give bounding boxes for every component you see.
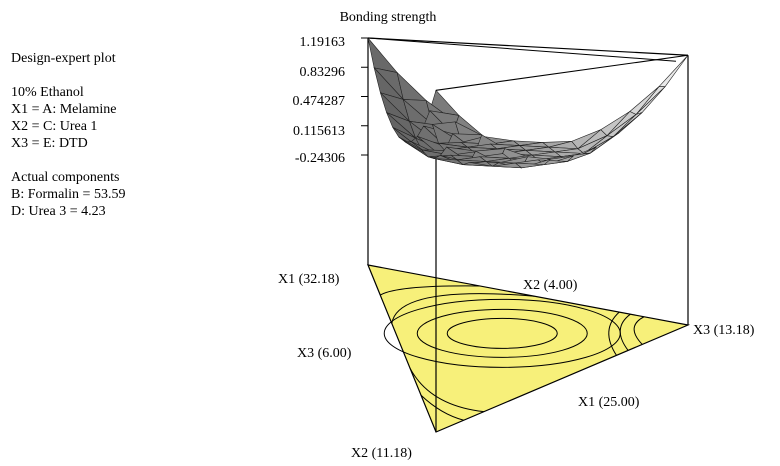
legend-actual-heading: Actual components — [11, 170, 120, 185]
legend-actual-formalin: B: Formalin = 53.59 — [11, 187, 126, 202]
front-frame-layer — [367, 37, 689, 91]
z-tick-label: 0.83296 — [300, 65, 346, 80]
chart-title: Bonding strength — [340, 10, 437, 25]
legend-factor-x1: X1 = A: Melamine — [11, 102, 117, 117]
contour-line — [379, 285, 481, 296]
response-surface — [367, 37, 689, 169]
z-tick-label: 1.19163 — [300, 35, 346, 50]
contour-line — [608, 311, 620, 356]
surface-facet — [492, 162, 523, 169]
legend-condition: 10% Ethanol — [11, 85, 84, 100]
contour-line — [446, 317, 558, 349]
z-tick-label: -0.24306 — [295, 151, 345, 166]
legend-factor-x3: X3 = E: DTD — [11, 136, 88, 151]
legend-actual-urea3: D: Urea 3 = 4.23 — [11, 204, 106, 219]
surface-facet — [367, 37, 398, 74]
contour-line — [420, 394, 464, 421]
contour-line — [409, 368, 484, 413]
frame-edge-line — [435, 54, 689, 91]
ternary-base-triangle — [367, 264, 691, 433]
contour-line — [633, 316, 645, 345]
contour-line — [391, 293, 535, 324]
edge-label-bottom-right: X1 (25.00) — [578, 395, 640, 410]
edge-label-left: X3 (6.00) — [297, 346, 352, 361]
vertex-label-right: X3 (13.18) — [693, 323, 755, 338]
frame-edge-line — [367, 37, 689, 56]
contour-line — [619, 313, 631, 351]
edge-label-top-right: X2 (4.00) — [523, 278, 578, 293]
contour-line — [416, 308, 588, 358]
base-triangle-layer — [367, 264, 691, 433]
frame-edge-line — [367, 37, 677, 62]
legend-title: Design-expert plot — [11, 51, 116, 66]
z-tick-label: 0.474287 — [293, 94, 346, 109]
vertex-label-bottom: X2 (11.18) — [351, 446, 412, 461]
surface-facet — [463, 162, 493, 167]
design-expert-legend: Design-expert plot 10% Ethanol X1 = A: M… — [11, 50, 125, 220]
vertex-label-top: X1 (32.18) — [278, 272, 340, 287]
legend-factor-x2: X2 = C: Urea 1 — [11, 119, 98, 134]
z-tick-label: 0.115613 — [293, 124, 345, 139]
surface-facet — [635, 86, 666, 115]
